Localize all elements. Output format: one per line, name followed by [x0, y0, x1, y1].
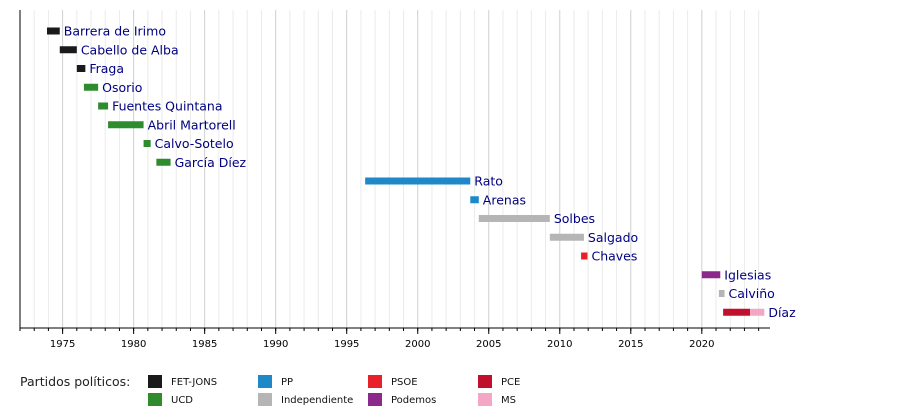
legend-label: FET-JONS [171, 377, 218, 388]
x-tick-label: 1990 [263, 339, 288, 350]
bar-segment [76, 65, 86, 72]
bar-segment [470, 196, 479, 204]
bar-label: Barrera de Irimo [64, 24, 166, 39]
bar-segment [108, 121, 144, 129]
legend-label: MS [501, 395, 516, 406]
bar-label: Chaves [591, 249, 637, 264]
x-tick-label: 2015 [618, 339, 643, 350]
x-tick-label: 1980 [121, 339, 146, 350]
legend-label: UCD [171, 395, 194, 406]
legend-swatch [368, 393, 382, 406]
bar-segment [723, 308, 751, 316]
legend-swatch [368, 375, 382, 388]
bar-label: Salgado [588, 230, 638, 245]
legend-swatch [148, 375, 162, 388]
bar-segment [365, 177, 471, 185]
x-tick-label: 2010 [547, 339, 572, 350]
x-tick-label: 2020 [689, 339, 714, 350]
bar-label: Rato [474, 174, 503, 189]
bar-segment [83, 83, 99, 91]
legend-label: PP [281, 377, 294, 388]
bar-segment [701, 271, 721, 279]
bar-label: Iglesias [724, 267, 771, 282]
legend-swatch [148, 393, 162, 406]
legend-title: Partidos políticos: [20, 374, 131, 389]
x-tick-label: 2000 [405, 339, 430, 350]
bar-segment [59, 46, 77, 54]
bar-segment [718, 290, 725, 297]
bar-label: Arenas [483, 192, 526, 207]
legend-label: Independiente [281, 395, 354, 406]
bar-segment [98, 102, 109, 110]
bar-segment [46, 27, 60, 35]
legend-label: PSOE [391, 377, 418, 388]
bar-label: García Díez [175, 155, 247, 170]
bar-label: Solbes [554, 211, 595, 226]
bar-label: Fraga [89, 61, 124, 76]
legend-swatch [478, 375, 492, 388]
legend-swatch [258, 393, 272, 406]
bar-label: Cabello de Alba [81, 42, 179, 57]
bar-segment [143, 140, 151, 147]
timeline-chart: 1975 1980 1985 1990 1995 2000 2005 2010 2015 2020… [19, 10, 796, 350]
bar-label: Calviño [729, 286, 775, 301]
x-tick-label: 2005 [476, 339, 501, 350]
bar-segment [156, 158, 171, 166]
x-tick-label: 1975 [50, 339, 75, 350]
legend-swatch [258, 375, 272, 388]
x-tick-label: 1985 [192, 339, 217, 350]
bar-label: Osorio [102, 80, 142, 95]
bar-segment [750, 308, 765, 316]
legend-label: Podemos [391, 395, 437, 406]
bar-label: Calvo-Sotelo [155, 136, 234, 151]
x-tick-label: 1995 [334, 339, 359, 350]
bar-label: Díaz [768, 305, 796, 320]
bar-segment [581, 252, 588, 260]
bar-segment [478, 215, 550, 222]
bar-label: Abril Martorell [148, 117, 236, 132]
legend-swatch [478, 393, 492, 406]
legend-label: PCE [501, 377, 521, 388]
bar-segment [549, 233, 584, 241]
bar-label: Fuentes Quintana [112, 99, 222, 114]
